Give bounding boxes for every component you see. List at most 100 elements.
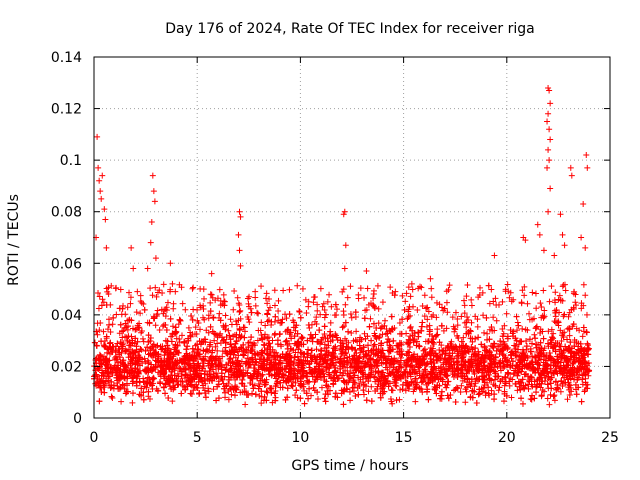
data-point: [398, 357, 405, 364]
data-point: [201, 371, 208, 378]
data-point: [465, 349, 472, 356]
data-point: [194, 346, 201, 353]
data-point: [579, 333, 586, 340]
data-point: [460, 334, 467, 341]
data-point: [176, 317, 183, 324]
data-point: [458, 382, 465, 389]
data-point: [576, 365, 583, 372]
data-point: [547, 391, 554, 398]
data-point: [368, 337, 375, 344]
data-point: [293, 387, 300, 394]
data-point: [488, 324, 495, 331]
data-point: [388, 387, 395, 394]
data-point: [254, 337, 261, 344]
data-point: [421, 346, 428, 353]
data-point: [188, 312, 195, 319]
data-point: [242, 360, 249, 367]
data-point: [368, 383, 375, 390]
data-point: [136, 378, 143, 385]
data-point: [541, 388, 548, 395]
data-point: [401, 306, 408, 313]
data-point: [178, 332, 185, 339]
data-point: [245, 364, 252, 371]
data-point: [402, 387, 409, 394]
data-point: [308, 392, 315, 399]
chart-title: Day 176 of 2024, Rate Of TEC Index for r…: [165, 21, 534, 37]
data-point: [211, 337, 218, 344]
data-point: [195, 346, 202, 353]
data-point: [207, 323, 214, 330]
data-point: [351, 372, 358, 379]
data-point: [475, 334, 482, 341]
data-point: [344, 364, 351, 371]
data-point: [252, 288, 259, 295]
data-point: [158, 346, 165, 353]
data-point: [551, 343, 558, 350]
data-point: [117, 321, 124, 328]
data-point: [481, 329, 488, 336]
data-point: [210, 386, 217, 393]
data-point: [487, 356, 494, 363]
data-point: [99, 369, 106, 376]
data-point: [519, 325, 526, 332]
data-point: [282, 338, 289, 345]
data-point: [232, 318, 239, 325]
data-point: [236, 308, 243, 315]
data-point: [523, 343, 530, 350]
data-point: [566, 392, 573, 399]
data-point: [205, 388, 212, 395]
data-point: [393, 383, 400, 390]
data-point: [190, 387, 197, 394]
data-point: [564, 396, 571, 403]
data-point: [352, 392, 359, 399]
data-point: [514, 387, 521, 394]
data-point: [552, 348, 559, 355]
data-point: [340, 401, 347, 408]
data-point: [527, 396, 534, 403]
data-point: [333, 306, 340, 313]
data-point: [343, 349, 350, 356]
data-point: [248, 309, 255, 316]
data-point: [150, 375, 157, 382]
data-point: [365, 388, 372, 395]
data-point: [445, 366, 452, 373]
data-point: [355, 391, 362, 398]
data-point: [390, 337, 397, 344]
data-point: [383, 326, 390, 333]
data-point: [418, 323, 425, 330]
data-point: [191, 348, 198, 355]
data-point: [508, 394, 515, 401]
data-point: [238, 333, 245, 340]
data-point: [350, 387, 357, 394]
data-point: [288, 382, 295, 389]
data-point: [452, 399, 459, 406]
data-point: [342, 319, 349, 326]
data-point: [200, 382, 207, 389]
data-point: [96, 398, 103, 405]
data-point: [313, 346, 320, 353]
data-point: [118, 349, 125, 356]
data-point: [326, 387, 333, 394]
data-point: [488, 387, 495, 394]
data-point: [163, 327, 170, 334]
data-point: [552, 339, 559, 346]
data-point: [227, 348, 234, 355]
data-point: [249, 390, 256, 397]
data-point: [341, 355, 348, 362]
data-point: [516, 383, 523, 390]
data-point: [222, 312, 229, 319]
data-point: [169, 323, 176, 330]
data-point: [360, 371, 367, 378]
data-point: [485, 371, 492, 378]
data-point: [207, 308, 214, 315]
data-point: [583, 360, 590, 367]
data-point: [188, 390, 195, 397]
data-point: [214, 340, 221, 347]
data-point: [451, 343, 458, 350]
data-point: [271, 302, 278, 309]
data-point: [378, 340, 385, 347]
data-point: [491, 396, 498, 403]
data-point: [225, 396, 232, 403]
data-point: [519, 400, 526, 407]
data-point: [269, 337, 276, 344]
